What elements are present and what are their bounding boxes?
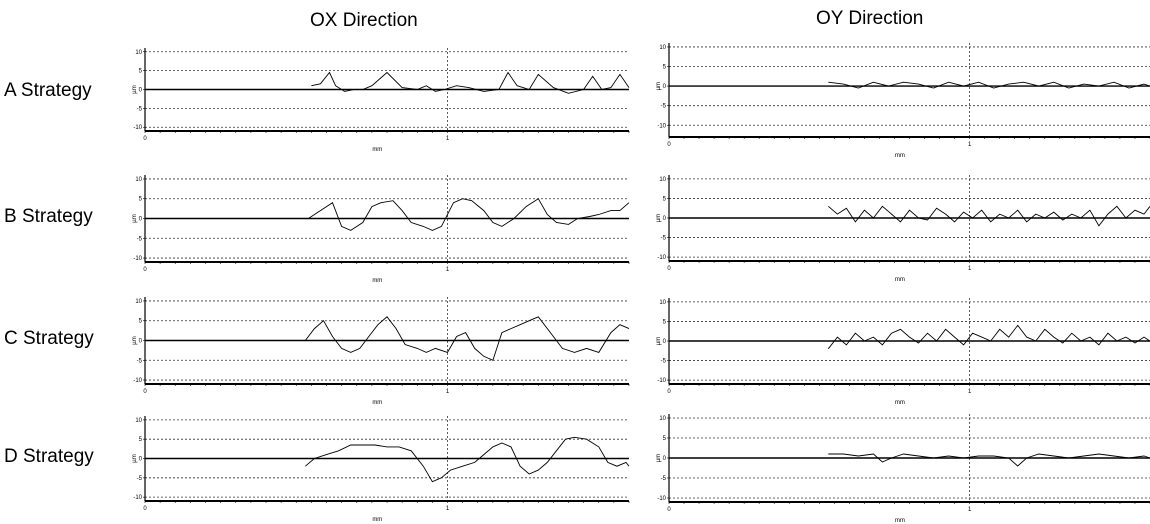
x-tick-label: 0 (143, 389, 147, 395)
y-tick-label: -5 (661, 476, 667, 482)
x-tick-label: 1 (446, 136, 450, 142)
x-axis-label: mm (895, 400, 905, 406)
y-tick-label: 10 (135, 177, 142, 183)
row-label-b: B Strategy (4, 206, 93, 227)
y-tick-label: -5 (661, 104, 667, 110)
y-tick-label: 0 (139, 457, 143, 463)
x-tick-label: 1 (446, 267, 450, 273)
profile-line (311, 71, 630, 94)
y-tick-label: 5 (663, 436, 667, 442)
y-tick-label: 10 (135, 418, 142, 424)
y-tick-label: -10 (133, 125, 142, 131)
y-axis-label: µm (132, 454, 138, 462)
x-tick-label: 0 (667, 389, 671, 395)
row-label-a: A Strategy (4, 80, 92, 101)
y-tick-label: 0 (663, 456, 667, 462)
y-axis-label: µm (656, 82, 662, 90)
x-tick-label: 0 (667, 266, 671, 272)
x-tick-label: 1 (968, 142, 972, 148)
x-axis-label: mm (372, 400, 382, 406)
y-tick-label: 5 (139, 437, 143, 443)
y-tick-label: 10 (135, 50, 142, 56)
x-tick-label: 1 (446, 506, 450, 512)
y-tick-label: 0 (663, 216, 667, 222)
x-tick-label: 1 (968, 507, 972, 513)
y-tick-label: -5 (137, 236, 143, 242)
y-tick-label: 5 (139, 197, 143, 203)
y-axis-label: µm (132, 336, 138, 344)
y-tick-label: 0 (663, 339, 667, 345)
y-axis-label: µm (656, 214, 662, 222)
x-tick-label: 1 (968, 389, 972, 395)
y-tick-label: 0 (139, 339, 143, 345)
y-tick-label: 5 (139, 319, 143, 325)
y-axis-label: µm (132, 214, 138, 222)
y-axis-label: µm (656, 454, 662, 462)
profile-line (828, 81, 1150, 89)
y-tick-label: -10 (657, 378, 666, 384)
x-tick-label: 0 (143, 506, 147, 512)
x-tick-label: 0 (667, 142, 671, 148)
y-tick-label: 10 (659, 416, 666, 422)
x-tick-label: 0 (667, 507, 671, 513)
x-tick-label: 1 (446, 389, 450, 395)
oy-direction-title: OY Direction (816, 8, 924, 29)
ox-direction-title: OX Direction (310, 10, 418, 31)
y-tick-label: -10 (133, 378, 142, 384)
x-tick-label: 0 (143, 267, 147, 273)
profile-line (304, 316, 630, 361)
profile-line (828, 453, 1150, 467)
y-tick-label: -10 (657, 123, 666, 129)
row-label-c: C Strategy (4, 328, 94, 349)
profile-line (308, 198, 630, 231)
y-tick-label: -5 (137, 358, 143, 364)
profile-line (827, 324, 1150, 350)
x-axis-label: mm (895, 153, 905, 159)
profile-line (828, 205, 1150, 227)
y-tick-label: 5 (663, 65, 667, 71)
y-axis-label: µm (656, 337, 662, 345)
row-label-d: D Strategy (4, 446, 94, 467)
y-tick-label: -10 (657, 255, 666, 261)
profile-line (305, 436, 630, 483)
x-tick-label: 0 (143, 136, 147, 142)
y-tick-label: -5 (137, 106, 143, 112)
y-tick-label: 10 (659, 45, 666, 51)
y-tick-label: 10 (135, 299, 142, 305)
x-axis-label: mm (895, 518, 905, 524)
y-tick-label: 5 (663, 196, 667, 202)
y-tick-label: 5 (663, 319, 667, 325)
y-tick-label: 10 (659, 177, 666, 183)
y-tick-label: -10 (133, 495, 142, 501)
y-tick-label: 10 (659, 300, 666, 306)
y-tick-label: -5 (137, 476, 143, 482)
y-tick-label: 0 (139, 217, 143, 223)
y-tick-label: -10 (657, 496, 666, 502)
y-axis-label: µm (132, 85, 138, 93)
x-tick-label: 1 (968, 266, 972, 272)
y-tick-label: -5 (661, 359, 667, 365)
x-axis-label: mm (895, 277, 905, 283)
x-axis-label: mm (372, 278, 382, 284)
y-tick-label: -5 (661, 236, 667, 242)
y-tick-label: 0 (139, 88, 143, 94)
x-axis-label: mm (372, 517, 382, 523)
x-axis-label: mm (372, 147, 382, 153)
y-tick-label: -10 (133, 256, 142, 262)
y-tick-label: 5 (139, 69, 143, 75)
y-tick-label: 0 (663, 84, 667, 90)
